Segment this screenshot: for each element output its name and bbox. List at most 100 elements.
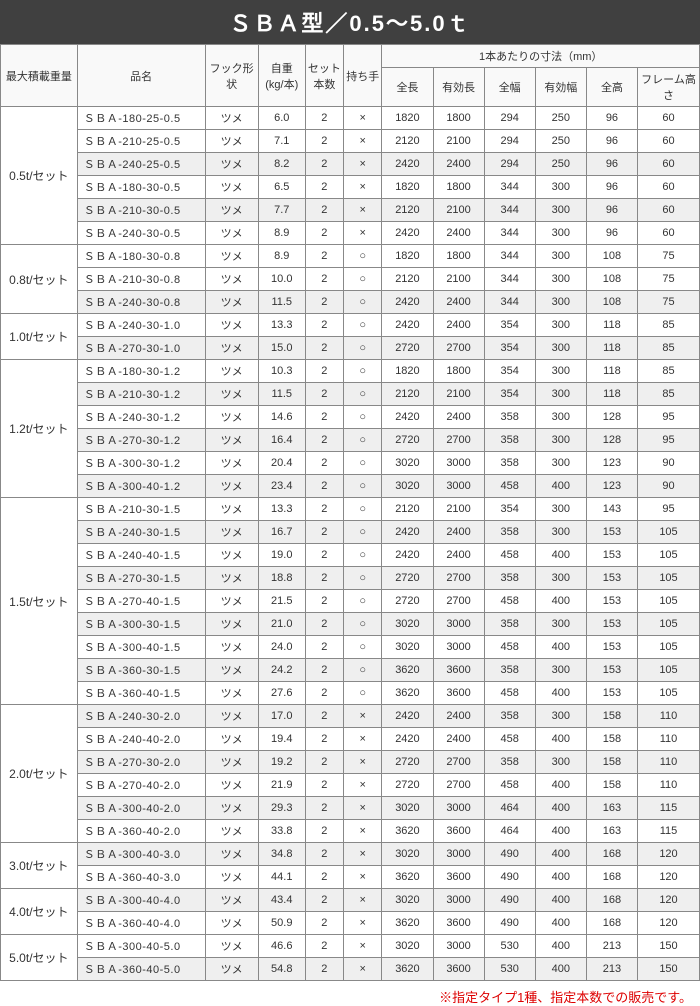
dim-total-width: 490: [484, 889, 535, 912]
dim-total-length: 3020: [382, 613, 433, 636]
dim-total-height: 213: [586, 958, 637, 981]
dim-frame-height: 85: [638, 337, 700, 360]
dim-frame-height: 115: [638, 797, 700, 820]
product-name: ＳＢＡ-180-30-1.2: [77, 360, 205, 383]
dim-total-height: 153: [586, 659, 637, 682]
dim-eff-width: 300: [535, 498, 586, 521]
weight: 43.4: [258, 889, 305, 912]
handle: ×: [344, 222, 382, 245]
dim-total-length: 2720: [382, 567, 433, 590]
hook-shape: ツメ: [205, 222, 258, 245]
capacity-cell: 1.2t/セット: [1, 360, 78, 498]
hook-shape: ツメ: [205, 360, 258, 383]
product-name: ＳＢＡ-300-40-3.0: [77, 843, 205, 866]
hook-shape: ツメ: [205, 337, 258, 360]
handle: ○: [344, 544, 382, 567]
dim-eff-width: 250: [535, 130, 586, 153]
weight: 46.6: [258, 935, 305, 958]
table-row: ＳＢＡ-360-40-1.5ツメ27.62○362036004584001531…: [1, 682, 700, 705]
hook-shape: ツメ: [205, 613, 258, 636]
set-qty: 2: [305, 475, 343, 498]
set-qty: 2: [305, 935, 343, 958]
weight: 16.7: [258, 521, 305, 544]
dim-eff-width: 400: [535, 774, 586, 797]
dim-eff-length: 2400: [433, 291, 484, 314]
dim-eff-length: 1800: [433, 107, 484, 130]
dim-eff-length: 2700: [433, 337, 484, 360]
hook-shape: ツメ: [205, 429, 258, 452]
title-bar: ＳＢＡ型／0.5～5.0ｔ: [0, 0, 700, 44]
dim-total-width: 294: [484, 153, 535, 176]
dim-frame-height: 90: [638, 475, 700, 498]
dim-total-width: 354: [484, 314, 535, 337]
hook-shape: ツメ: [205, 935, 258, 958]
hdr-dim-group: 1本あたりの寸法（mm）: [382, 45, 700, 68]
dim-frame-height: 120: [638, 889, 700, 912]
dim-total-width: 344: [484, 199, 535, 222]
table-row: ＳＢＡ-360-30-1.5ツメ24.22○362036003583001531…: [1, 659, 700, 682]
dim-total-length: 3620: [382, 682, 433, 705]
dim-total-length: 2120: [382, 268, 433, 291]
product-name: ＳＢＡ-240-30-0.5: [77, 222, 205, 245]
table-header: 最大積載重量 品名 フック形状 自重(kg/本) セット本数 持ち手 1本あたり…: [1, 45, 700, 107]
dim-eff-width: 400: [535, 797, 586, 820]
dim-total-width: 458: [484, 544, 535, 567]
set-qty: 2: [305, 544, 343, 567]
product-name: ＳＢＡ-360-40-1.5: [77, 682, 205, 705]
product-name: ＳＢＡ-270-30-1.2: [77, 429, 205, 452]
set-qty: 2: [305, 751, 343, 774]
dim-total-height: 96: [586, 176, 637, 199]
dim-total-length: 2420: [382, 291, 433, 314]
dim-frame-height: 60: [638, 107, 700, 130]
weight: 13.3: [258, 498, 305, 521]
handle: ○: [344, 636, 382, 659]
handle: ×: [344, 107, 382, 130]
weight: 24.0: [258, 636, 305, 659]
dim-eff-length: 2100: [433, 199, 484, 222]
dim-frame-height: 60: [638, 153, 700, 176]
product-name: ＳＢＡ-360-40-2.0: [77, 820, 205, 843]
handle: ×: [344, 199, 382, 222]
dim-eff-width: 300: [535, 337, 586, 360]
table-row: ＳＢＡ-210-30-1.2ツメ11.52○212021003543001188…: [1, 383, 700, 406]
dim-frame-height: 105: [638, 613, 700, 636]
dim-frame-height: 105: [638, 544, 700, 567]
dim-total-height: 158: [586, 728, 637, 751]
dim-total-length: 2420: [382, 153, 433, 176]
hook-shape: ツメ: [205, 107, 258, 130]
weight: 6.5: [258, 176, 305, 199]
hook-shape: ツメ: [205, 728, 258, 751]
hook-shape: ツメ: [205, 636, 258, 659]
set-qty: 2: [305, 521, 343, 544]
set-qty: 2: [305, 774, 343, 797]
dim-total-height: 158: [586, 774, 637, 797]
set-qty: 2: [305, 498, 343, 521]
table-row: 1.5t/セットＳＢＡ-210-30-1.5ツメ13.32○2120210035…: [1, 498, 700, 521]
table-row: 4.0t/セットＳＢＡ-300-40-4.0ツメ43.42×3020300049…: [1, 889, 700, 912]
handle: ○: [344, 567, 382, 590]
weight: 21.9: [258, 774, 305, 797]
dim-total-height: 128: [586, 429, 637, 452]
dim-eff-width: 400: [535, 820, 586, 843]
hook-shape: ツメ: [205, 797, 258, 820]
dim-eff-length: 3000: [433, 889, 484, 912]
dim-total-length: 2120: [382, 199, 433, 222]
hook-shape: ツメ: [205, 544, 258, 567]
dim-eff-length: 2100: [433, 268, 484, 291]
dim-eff-length: 2100: [433, 130, 484, 153]
dim-total-width: 464: [484, 797, 535, 820]
dim-eff-length: 3600: [433, 958, 484, 981]
handle: ×: [344, 820, 382, 843]
dim-total-width: 490: [484, 843, 535, 866]
handle: ×: [344, 866, 382, 889]
weight: 24.2: [258, 659, 305, 682]
dim-total-width: 490: [484, 866, 535, 889]
handle: ×: [344, 705, 382, 728]
hook-shape: ツメ: [205, 153, 258, 176]
weight: 8.9: [258, 222, 305, 245]
handle: ×: [344, 797, 382, 820]
weight: 7.1: [258, 130, 305, 153]
weight: 33.8: [258, 820, 305, 843]
weight: 8.9: [258, 245, 305, 268]
dim-eff-width: 400: [535, 544, 586, 567]
